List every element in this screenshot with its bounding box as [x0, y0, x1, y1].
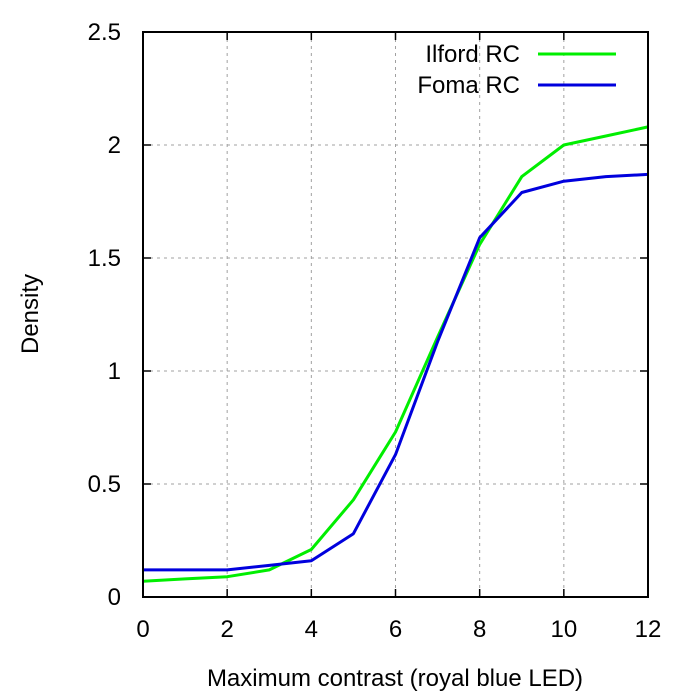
- y-tick-labels: 0 0.5 1 1.5 2 2.5: [88, 19, 121, 611]
- x-tick-label: 8: [473, 616, 486, 643]
- x-axis-label: Maximum contrast (royal blue LED): [207, 665, 583, 692]
- y-axis-label: Density: [17, 274, 44, 354]
- x-tick-label: 0: [136, 616, 149, 643]
- y-tick-label: 0.5: [88, 471, 121, 498]
- y-tick-label: 1.5: [88, 245, 121, 272]
- y-tick-label: 2: [108, 132, 121, 159]
- y-tick-label: 1: [108, 358, 121, 385]
- plot-frame: [142, 31, 649, 598]
- grid: [143, 32, 648, 597]
- legend: Ilford RC Foma RC: [417, 41, 616, 99]
- y-tick-label: 2.5: [88, 19, 121, 46]
- x-tick-label: 10: [550, 616, 577, 643]
- legend-label-ilford-rc: Ilford RC: [425, 41, 520, 68]
- series-lines: [142, 125, 649, 583]
- series-line-ilford-rc: [142, 125, 649, 583]
- x-tick-label: 6: [389, 616, 402, 643]
- x-tick-labels: 0 2 4 6 8 10 12: [136, 616, 661, 643]
- legend-label-foma-rc: Foma RC: [417, 72, 520, 99]
- x-tick-label: 2: [220, 616, 233, 643]
- x-tick-label: 4: [305, 616, 318, 643]
- series-line-foma-rc: [143, 172, 649, 572]
- y-tick-label: 0: [108, 584, 121, 611]
- x-tick-label: 12: [635, 616, 662, 643]
